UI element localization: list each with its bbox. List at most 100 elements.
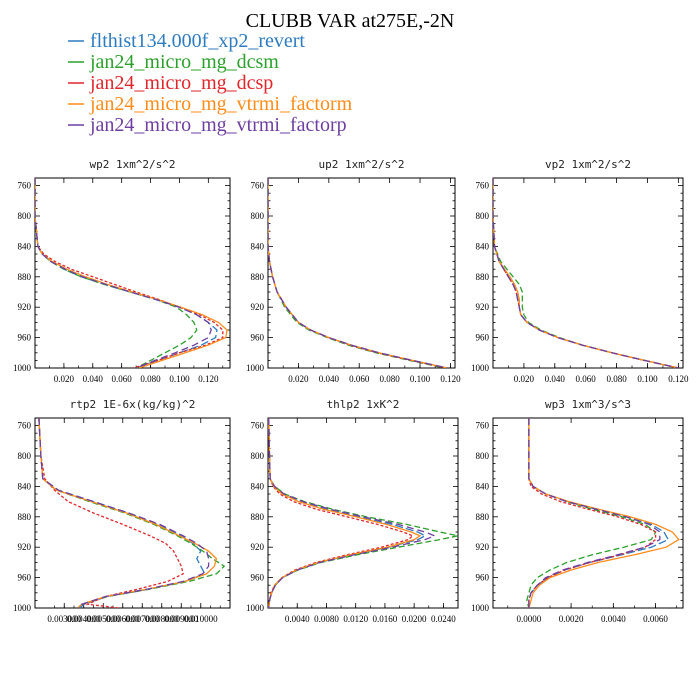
series-line (268, 418, 422, 608)
panel-title: wp2 1xm^2/s^2 (89, 158, 175, 171)
panel-2: vp2 1xm^2/s^2 760 800 840 880 920 960 1000 0.020… (471, 158, 689, 384)
series-line (35, 178, 198, 368)
y-tick-label: 920 (18, 302, 32, 312)
y-tick-label: 880 (476, 512, 490, 522)
panel-title: vp2 1xm^2/s^2 (545, 158, 631, 171)
x-tick-label: 0.0060 (643, 614, 668, 624)
y-tick-label: 840 (251, 481, 265, 491)
series-line (268, 418, 458, 608)
panel-3: rtp2 1E-6x(kg/kg)^2 760 800 840 880 920 960 100… (13, 398, 231, 624)
x-tick-label: 0.020 (288, 374, 309, 384)
y-tick-label: 760 (18, 421, 32, 431)
series-line (268, 178, 448, 368)
y-tick-label: 920 (18, 542, 32, 552)
series-line (35, 178, 224, 368)
series-line (268, 178, 447, 368)
x-tick-label: 0.080 (140, 374, 161, 384)
x-tick-label: 0.0240 (431, 614, 456, 624)
x-tick-label: 0.100 (637, 374, 658, 384)
y-tick-label: 760 (251, 181, 265, 191)
y-tick-label: 840 (251, 241, 265, 251)
y-tick-label: 920 (476, 302, 490, 312)
x-tick-label: 0.020 (514, 374, 535, 384)
x-tick-label: 0.009000 (164, 614, 198, 624)
y-tick-label: 920 (251, 302, 265, 312)
y-tick-label: 880 (18, 272, 32, 282)
series-line (38, 418, 226, 608)
y-tick-label: 760 (476, 181, 490, 191)
x-tick-label: 0.100 (410, 374, 431, 384)
y-tick-label: 920 (251, 542, 265, 552)
series-line (35, 178, 218, 368)
series-line (493, 178, 679, 368)
y-tick-label: 840 (476, 481, 490, 491)
legend-label: flthist134.000f_xp2_revert (90, 30, 305, 52)
series-line (528, 418, 670, 608)
panel-title: wp3 1xm^3/s^3 (545, 398, 631, 411)
y-tick-label: 840 (476, 241, 490, 251)
y-tick-label: 840 (18, 241, 32, 251)
x-tick-label: 0.080 (380, 374, 401, 384)
series-line (35, 178, 228, 368)
y-tick-label: 1000 (246, 603, 265, 613)
panel-0: wp2 1xm^2/s^2 760 800 840 880 920 960 1000 0.020… (13, 158, 231, 384)
plot-frame (267, 417, 459, 609)
x-tick-label: 0.080 (606, 374, 627, 384)
x-tick-label: 0.060 (349, 374, 370, 384)
panel-1: up2 1xm^2/s^2 760 800 840 880 920 960 1000 0.020… (246, 158, 461, 384)
series-line (493, 178, 679, 368)
series-line (38, 418, 206, 608)
x-tick-label: 0.020 (54, 374, 75, 384)
x-tick-label: 0.0000 (517, 614, 542, 624)
plot-frame (34, 177, 231, 369)
x-tick-label: 0.040 (545, 374, 566, 384)
series-line (493, 178, 679, 368)
y-tick-label: 1000 (471, 363, 490, 373)
y-tick-label: 800 (251, 211, 265, 221)
legend-label: jan24_micro_mg_dcsp (89, 72, 273, 94)
y-tick-label: 800 (18, 211, 32, 221)
series-line (38, 418, 184, 608)
x-tick-label: 0.005000 (86, 614, 120, 624)
series-line (528, 418, 661, 608)
y-tick-label: 880 (251, 512, 265, 522)
y-tick-label: 960 (251, 333, 265, 343)
y-tick-label: 960 (251, 573, 265, 583)
y-tick-label: 800 (18, 451, 32, 461)
y-tick-label: 960 (18, 573, 32, 583)
y-tick-label: 760 (476, 421, 490, 431)
series-line (526, 418, 657, 608)
y-tick-label: 880 (18, 512, 32, 522)
x-tick-label: 0.0200 (402, 614, 427, 624)
x-tick-label: 0.010000 (184, 614, 218, 624)
y-tick-label: 920 (476, 542, 490, 552)
x-tick-label: 0.004000 (67, 614, 101, 624)
x-tick-label: 0.040 (83, 374, 104, 384)
x-tick-label: 0.120 (668, 374, 689, 384)
x-tick-label: 0.100 (169, 374, 190, 384)
y-tick-label: 800 (476, 211, 490, 221)
y-tick-label: 1000 (471, 603, 490, 613)
y-tick-label: 880 (476, 272, 490, 282)
figure-title: CLUBB VAR at275E,-2N (246, 10, 455, 32)
panel-title: rtp2 1E-6x(kg/kg)^2 (70, 398, 196, 411)
y-tick-label: 800 (476, 451, 490, 461)
series-line (268, 178, 448, 368)
x-tick-label: 0.0040 (601, 614, 626, 624)
x-tick-label: 0.006000 (106, 614, 140, 624)
series-line (493, 178, 679, 368)
legend-label: jan24_micro_mg_vtrmi_factorm (89, 93, 353, 115)
plot-frame (34, 417, 231, 609)
y-tick-label: 1000 (246, 363, 265, 373)
x-tick-label: 0.120 (440, 374, 461, 384)
x-tick-label: 0.0040 (285, 614, 310, 624)
y-tick-label: 880 (251, 272, 265, 282)
legend-label: jan24_micro_mg_dcsm (89, 51, 279, 73)
y-tick-label: 1000 (13, 603, 32, 613)
y-tick-label: 840 (18, 481, 32, 491)
series-line (35, 178, 212, 368)
plot-frame (492, 417, 684, 609)
legend: flthist134.000f_xp2_revertjan24_micro_mg… (68, 30, 353, 136)
series-line (268, 418, 414, 608)
